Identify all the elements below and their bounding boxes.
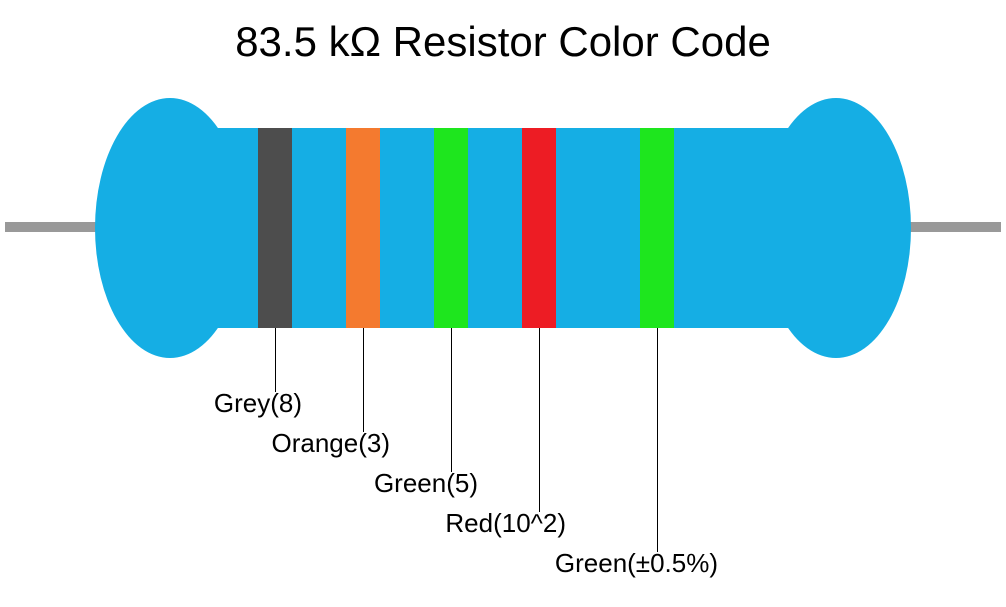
band-digit1 — [258, 128, 292, 328]
label-digit3: Green(5) — [374, 468, 478, 499]
band-tolerance — [640, 128, 674, 328]
leader-digit3 — [451, 328, 452, 472]
diagram-title: 83.5 kΩ Resistor Color Code — [0, 18, 1006, 66]
leader-digit1 — [275, 328, 276, 392]
diagram-canvas: 83.5 kΩ Resistor Color Code Grey(8) Orang… — [0, 0, 1006, 607]
band-digit2 — [346, 128, 380, 328]
leader-tolerance — [657, 328, 658, 552]
label-multiplier: Red(10^2) — [445, 508, 566, 539]
leader-digit2 — [363, 328, 364, 432]
leader-multiplier — [539, 328, 540, 512]
label-digit1: Grey(8) — [214, 388, 302, 419]
label-tolerance: Green(±0.5%) — [555, 548, 718, 579]
band-multiplier — [522, 128, 556, 328]
band-digit3 — [434, 128, 468, 328]
label-digit2: Orange(3) — [272, 428, 391, 459]
